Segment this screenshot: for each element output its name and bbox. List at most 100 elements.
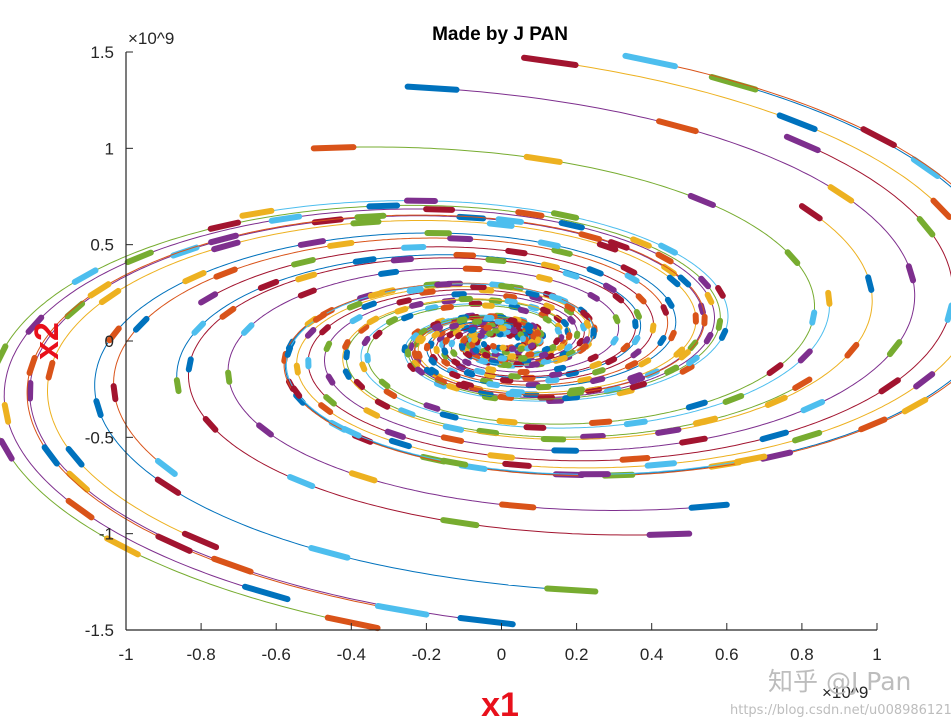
trajectory-arrow	[473, 367, 486, 376]
trajectory-arrow	[541, 345, 551, 354]
trajectory-arrow	[225, 369, 233, 385]
trajectory-arrow	[605, 356, 618, 366]
trajectory-arrow	[366, 202, 401, 210]
trajectory-arrow	[544, 585, 599, 595]
trajectory-arrow	[687, 339, 699, 352]
trajectory-arrow	[257, 278, 280, 291]
trajectory-line	[188, 257, 690, 536]
trajectory-arrow	[656, 118, 699, 135]
trajectory-arrow	[510, 331, 518, 338]
trajectory-arrow	[219, 305, 237, 320]
trajectory-arrow	[722, 392, 745, 405]
trajectory-arrow	[563, 343, 573, 352]
trajectory-arrow	[718, 327, 729, 341]
trajectory-arrow	[295, 271, 318, 283]
trajectory-line	[94, 232, 677, 592]
trajectory-arrow	[464, 350, 473, 359]
trajectory-arrow	[825, 289, 833, 307]
trajectory-arrow	[860, 126, 897, 149]
trajectory-arrow	[784, 249, 801, 267]
trajectory-arrow	[579, 343, 589, 352]
trajectory-arrow	[557, 354, 568, 363]
trajectory-arrow	[734, 453, 768, 465]
trajectory-arrow	[704, 291, 715, 306]
trajectory-arrow	[110, 383, 119, 403]
trajectory-arrow	[678, 349, 691, 361]
trajectory-arrow	[715, 285, 726, 299]
y-tick-layer: 1.5 1 0.5 0 -0.5 -1 -1.5	[85, 43, 133, 640]
trajectory-arrow	[554, 326, 562, 335]
trajectory-arrow	[486, 380, 501, 389]
trajectory-arrow	[348, 470, 378, 484]
trajectory-arrow	[809, 309, 818, 326]
trajectory-arrow	[349, 314, 363, 325]
trajectory-arrow	[525, 289, 540, 298]
trajectory-arrow	[664, 296, 675, 309]
trajectory-arrow	[698, 302, 706, 316]
trajectory-arrow	[540, 357, 552, 365]
trajectory-arrow	[374, 602, 430, 618]
trajectory-arrow	[487, 452, 516, 461]
trajectory-arrow	[132, 315, 150, 333]
trajectory-arrow	[325, 373, 336, 386]
trajectory-arrow	[388, 437, 412, 450]
trajectory-arrow	[207, 219, 242, 232]
trajectory-arrow	[620, 342, 631, 353]
trajectory-arrow	[627, 372, 643, 382]
trajectory-arrow	[441, 297, 457, 305]
trajectory-arrow	[540, 306, 551, 315]
trajectory-arrow	[661, 263, 677, 277]
trajectory-arrow	[25, 314, 45, 335]
trajectory-arrow	[327, 239, 355, 249]
trajectory-arrow	[564, 303, 576, 312]
trajectory-arrow	[1, 401, 12, 425]
x-tick-label: -0.4	[337, 645, 366, 664]
trajectory-arrow	[213, 266, 238, 280]
trajectory-arrow	[582, 336, 591, 345]
trajectory-arrow	[324, 614, 381, 632]
trajectory-arrow	[692, 415, 719, 427]
trajectory-arrow	[440, 517, 480, 529]
trajectory-arrow	[527, 303, 540, 312]
trajectory-arrow	[471, 336, 479, 343]
trajectory-arrow	[155, 533, 193, 554]
trajectory-arrow	[211, 239, 241, 253]
trajectory-arrow	[759, 449, 794, 462]
trajectory-arrow	[548, 293, 562, 302]
trajectory-arrow	[542, 315, 552, 324]
trajectory-arrow	[535, 274, 553, 283]
trajectory-arrow	[363, 407, 381, 419]
trajectory-arrow	[565, 369, 579, 378]
trajectory-arrow	[124, 249, 154, 266]
trajectory-arrow	[527, 338, 535, 346]
trajectory-arrow	[481, 351, 491, 359]
trajectory-arrow	[341, 426, 362, 439]
trajectory-arrow	[508, 303, 521, 311]
trajectory-arrow	[485, 365, 497, 373]
trajectory-arrow	[590, 375, 606, 385]
trajectory-arrow	[629, 380, 647, 391]
trajectory-arrow	[446, 383, 460, 392]
trajectory-arrow	[456, 316, 468, 324]
trajectory-arrow	[553, 337, 561, 346]
trajectory-arrow	[507, 317, 518, 324]
trajectory-arrow	[544, 348, 555, 356]
trajectory-line	[283, 55, 951, 477]
trajectory-arrow	[411, 350, 419, 360]
trajectory-arrow	[498, 282, 515, 291]
trajectory-arrow	[476, 427, 500, 437]
trajectory-arrow	[566, 389, 585, 397]
trajectory-arrow	[557, 334, 565, 343]
trajectory-arrow	[359, 361, 368, 373]
trajectory-arrow	[448, 339, 456, 348]
trajectory-arrow	[677, 274, 692, 288]
trajectory-arrow	[486, 220, 515, 229]
trajectory-arrow	[579, 322, 587, 332]
trajectory-arrow	[434, 281, 453, 288]
trajectory-arrow	[66, 470, 90, 493]
trajectory-arrow	[495, 216, 525, 225]
trajectory-arrow	[638, 357, 652, 368]
trajectory-arrow	[441, 358, 451, 367]
trajectory-arrow	[87, 281, 112, 299]
trajectory-arrow	[550, 210, 580, 221]
